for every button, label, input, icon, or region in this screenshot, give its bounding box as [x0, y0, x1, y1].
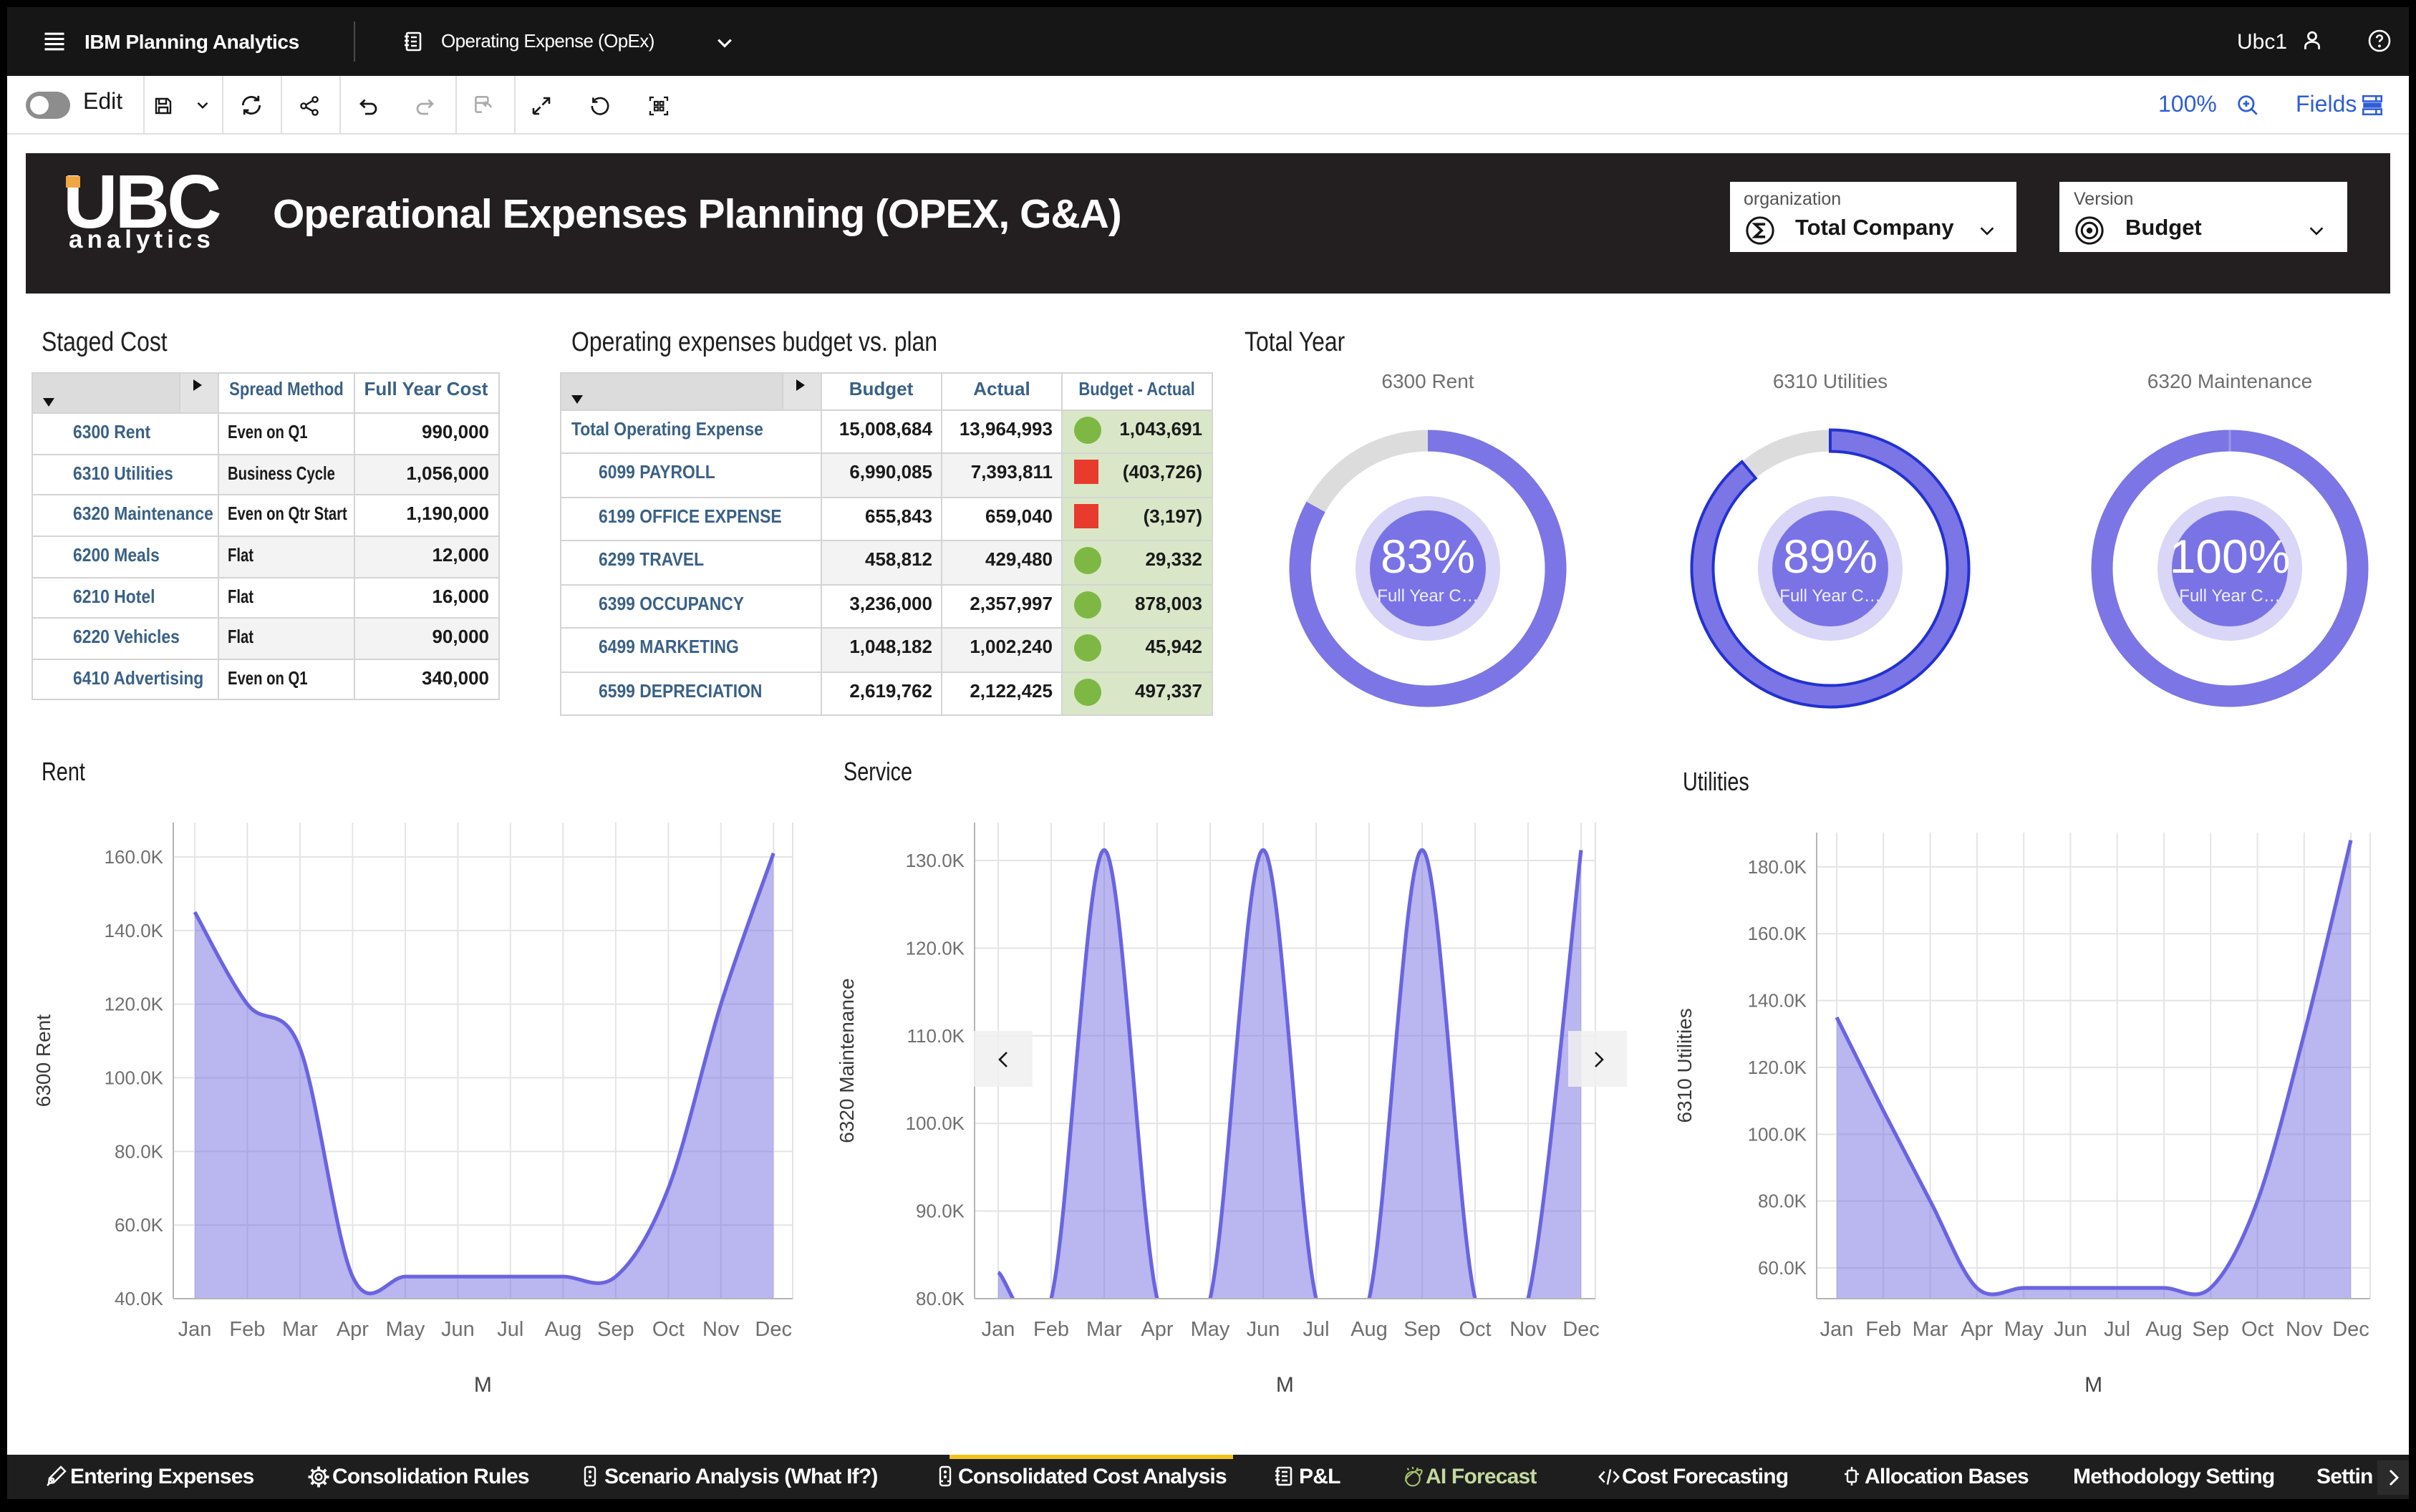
svg-text:Oct: Oct — [652, 1318, 685, 1341]
svg-text:Nov: Nov — [1509, 1318, 1547, 1341]
svg-text:Apr: Apr — [337, 1318, 369, 1341]
svg-text:100.0K: 100.0K — [1748, 1123, 1807, 1145]
svg-text:M: M — [2084, 1373, 2102, 1397]
svg-text:Mar: Mar — [1913, 1318, 1948, 1341]
svg-text:6320 Maintenance: 6320 Maintenance — [838, 978, 858, 1143]
svg-text:Sep: Sep — [1403, 1318, 1441, 1341]
svg-text:40.0K: 40.0K — [115, 1288, 164, 1309]
svg-text:120.0K: 120.0K — [906, 937, 965, 959]
svg-text:120.0K: 120.0K — [105, 994, 164, 1015]
svg-text:Dec: Dec — [755, 1318, 792, 1341]
svg-text:Oct: Oct — [2241, 1318, 2274, 1341]
svg-text:180.0K: 180.0K — [1748, 856, 1807, 878]
svg-text:Full Year C…: Full Year C… — [2179, 586, 2280, 606]
svg-text:M: M — [474, 1373, 492, 1397]
svg-text:80.0K: 80.0K — [1758, 1191, 1807, 1212]
svg-text:6300 Rent: 6300 Rent — [32, 1014, 54, 1107]
svg-text:80.0K: 80.0K — [916, 1288, 965, 1309]
svg-text:89%: 89% — [1783, 530, 1878, 583]
svg-text:Feb: Feb — [1865, 1318, 1901, 1341]
svg-text:Apr: Apr — [1961, 1318, 1993, 1341]
svg-text:Nov: Nov — [702, 1318, 740, 1341]
svg-text:Mar: Mar — [282, 1318, 318, 1341]
svg-text:160.0K: 160.0K — [1748, 923, 1807, 944]
svg-text:90.0K: 90.0K — [916, 1201, 965, 1222]
svg-text:60.0K: 60.0K — [115, 1214, 164, 1236]
svg-text:110.0K: 110.0K — [907, 1025, 965, 1047]
svg-text:Jul: Jul — [1303, 1318, 1329, 1341]
svg-text:Sep: Sep — [2192, 1318, 2229, 1341]
svg-text:100.0K: 100.0K — [105, 1067, 164, 1088]
svg-text:100%: 100% — [2170, 530, 2291, 583]
svg-text:140.0K: 140.0K — [1748, 990, 1807, 1012]
svg-text:Oct: Oct — [1459, 1318, 1491, 1341]
svg-text:May: May — [2004, 1318, 2044, 1341]
svg-text:Feb: Feb — [229, 1318, 265, 1341]
svg-text:M: M — [1276, 1373, 1294, 1397]
svg-text:130.0K: 130.0K — [906, 850, 965, 871]
svg-text:Jan: Jan — [178, 1318, 212, 1341]
svg-text:Jul: Jul — [2104, 1318, 2130, 1341]
svg-text:60.0K: 60.0K — [1758, 1257, 1807, 1279]
svg-text:Aug: Aug — [1350, 1318, 1388, 1341]
svg-text:Jan: Jan — [982, 1318, 1015, 1341]
svg-text:Nov: Nov — [2286, 1318, 2323, 1341]
svg-text:Full Year C…: Full Year C… — [1779, 586, 1880, 606]
svg-text:Jun: Jun — [441, 1318, 475, 1341]
svg-text:6310 Utilities: 6310 Utilities — [1673, 1008, 1696, 1123]
svg-text:Feb: Feb — [1033, 1318, 1069, 1341]
svg-text:Jun: Jun — [1247, 1318, 1280, 1341]
svg-text:Sep: Sep — [597, 1318, 634, 1341]
svg-text:Jul: Jul — [497, 1318, 523, 1341]
svg-text:Dec: Dec — [2332, 1318, 2369, 1341]
svg-text:Dec: Dec — [1562, 1318, 1600, 1341]
svg-text:May: May — [1191, 1318, 1230, 1341]
svg-text:Aug: Aug — [545, 1318, 582, 1341]
svg-text:160.0K: 160.0K — [105, 846, 164, 868]
svg-text:Aug: Aug — [2145, 1318, 2183, 1341]
svg-text:Mar: Mar — [1086, 1318, 1122, 1341]
svg-text:Apr: Apr — [1141, 1318, 1173, 1341]
svg-text:83%: 83% — [1381, 530, 1475, 583]
svg-text:140.0K: 140.0K — [105, 920, 164, 941]
svg-text:100.0K: 100.0K — [906, 1113, 965, 1134]
svg-text:May: May — [386, 1318, 425, 1341]
svg-text:80.0K: 80.0K — [115, 1140, 164, 1162]
svg-text:Jan: Jan — [1820, 1318, 1854, 1341]
svg-text:Jun: Jun — [2054, 1318, 2087, 1341]
svg-text:Full Year C…: Full Year C… — [1377, 586, 1478, 606]
svg-text:120.0K: 120.0K — [1748, 1057, 1807, 1078]
